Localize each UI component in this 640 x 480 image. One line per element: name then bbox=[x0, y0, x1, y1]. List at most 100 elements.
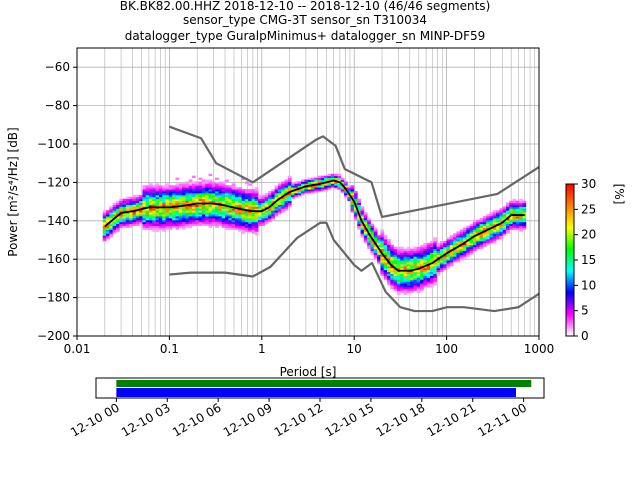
psd-cell bbox=[225, 225, 229, 228]
psd-cell bbox=[185, 183, 190, 186]
psd-cell bbox=[251, 229, 256, 232]
psd-cell bbox=[149, 200, 153, 203]
psd-cell bbox=[261, 204, 266, 207]
psd-cell bbox=[413, 248, 418, 251]
psd-cell bbox=[102, 239, 107, 242]
psd-cell bbox=[231, 187, 236, 190]
psd-cell bbox=[515, 210, 520, 213]
psd-cell bbox=[231, 189, 236, 192]
psd-cell bbox=[466, 250, 471, 253]
psd-cell bbox=[231, 214, 236, 217]
psd-cell bbox=[152, 196, 157, 200]
psd-cell bbox=[377, 235, 381, 238]
psd-cell bbox=[433, 273, 437, 276]
psd-cell bbox=[423, 273, 428, 276]
psd-cell bbox=[192, 216, 196, 219]
psd-cell bbox=[109, 229, 114, 232]
psd-cell bbox=[125, 198, 130, 202]
psd-cell bbox=[155, 192, 160, 196]
psd-cell bbox=[429, 277, 434, 280]
psd-cell bbox=[152, 194, 157, 198]
psd-cell bbox=[182, 185, 186, 188]
psd-cell bbox=[413, 252, 418, 255]
psd-cell bbox=[165, 204, 170, 207]
psd-cell bbox=[165, 200, 170, 203]
psd-cell bbox=[208, 206, 213, 209]
psd-cell bbox=[472, 225, 477, 228]
psd-cell bbox=[505, 206, 510, 209]
psd-cell bbox=[324, 183, 328, 186]
psd-cell bbox=[274, 210, 279, 213]
psd-cell bbox=[234, 212, 239, 215]
psd-cell bbox=[251, 223, 256, 226]
psd-cell bbox=[182, 191, 186, 194]
psd-cell-outlier bbox=[175, 177, 180, 180]
psd-cell bbox=[453, 256, 457, 259]
psd-cell bbox=[248, 212, 252, 215]
psd-cell bbox=[320, 177, 325, 180]
psd-cell bbox=[413, 254, 418, 257]
psd-cell bbox=[416, 283, 421, 286]
psd-cell bbox=[231, 196, 236, 200]
psd-cell bbox=[188, 204, 193, 207]
psd-cell bbox=[145, 202, 150, 205]
psd-cell bbox=[135, 194, 140, 198]
psd-cell bbox=[436, 267, 441, 271]
psd-cell bbox=[211, 196, 216, 200]
psd-cell bbox=[472, 231, 477, 234]
psd-cell bbox=[324, 185, 328, 188]
psd-cell bbox=[152, 216, 157, 219]
y-tick-label: −200 bbox=[37, 329, 70, 343]
psd-cell bbox=[178, 210, 183, 213]
psd-cell bbox=[195, 223, 200, 226]
psd-cell bbox=[522, 202, 527, 205]
psd-cell bbox=[205, 194, 209, 198]
psd-cell bbox=[456, 237, 461, 240]
psd-cell bbox=[284, 208, 289, 211]
psd-cell bbox=[225, 221, 229, 225]
psd-cell bbox=[406, 275, 411, 278]
psd-cell bbox=[390, 287, 395, 290]
psd-cell bbox=[360, 233, 365, 236]
psd-cell bbox=[284, 181, 289, 184]
psd-cell bbox=[244, 196, 249, 200]
psd-cell bbox=[277, 208, 282, 211]
psd-cell bbox=[234, 227, 239, 230]
psd-cell bbox=[109, 214, 114, 217]
psd-cell bbox=[192, 198, 196, 202]
psd-cell bbox=[274, 206, 279, 209]
psd-cell bbox=[172, 216, 176, 219]
psd-cell bbox=[208, 194, 213, 198]
psd-cell bbox=[489, 233, 494, 236]
psd-cell bbox=[271, 204, 276, 207]
psd-cell bbox=[185, 187, 190, 190]
psd-cell bbox=[439, 265, 444, 269]
psd-cell bbox=[314, 191, 318, 194]
psd-cell bbox=[135, 221, 140, 225]
psd-cell bbox=[254, 206, 259, 209]
psd-cell bbox=[142, 198, 147, 202]
psd-cell bbox=[426, 281, 431, 284]
psd-cell bbox=[314, 179, 318, 182]
psd-cell bbox=[469, 244, 474, 248]
psd-cell bbox=[195, 200, 200, 203]
psd-cell bbox=[115, 208, 120, 211]
psd-cell bbox=[149, 225, 153, 228]
psd-cell bbox=[492, 227, 497, 230]
psd-cell bbox=[492, 212, 497, 215]
psd-cell bbox=[228, 210, 233, 213]
psd-cell bbox=[403, 288, 408, 292]
psd-cell bbox=[522, 208, 527, 211]
psd-cell bbox=[188, 187, 193, 190]
psd-cell bbox=[330, 173, 335, 177]
psd-cell bbox=[383, 273, 388, 276]
psd-cell bbox=[115, 223, 120, 226]
psd-cell bbox=[387, 254, 391, 257]
psd-cell bbox=[337, 187, 342, 190]
psd-cell bbox=[208, 179, 213, 182]
psd-cell bbox=[476, 219, 480, 223]
psd-cell bbox=[383, 246, 388, 250]
psd-cell bbox=[225, 200, 229, 203]
psd-cell bbox=[330, 181, 335, 184]
psd-cell bbox=[410, 271, 414, 274]
